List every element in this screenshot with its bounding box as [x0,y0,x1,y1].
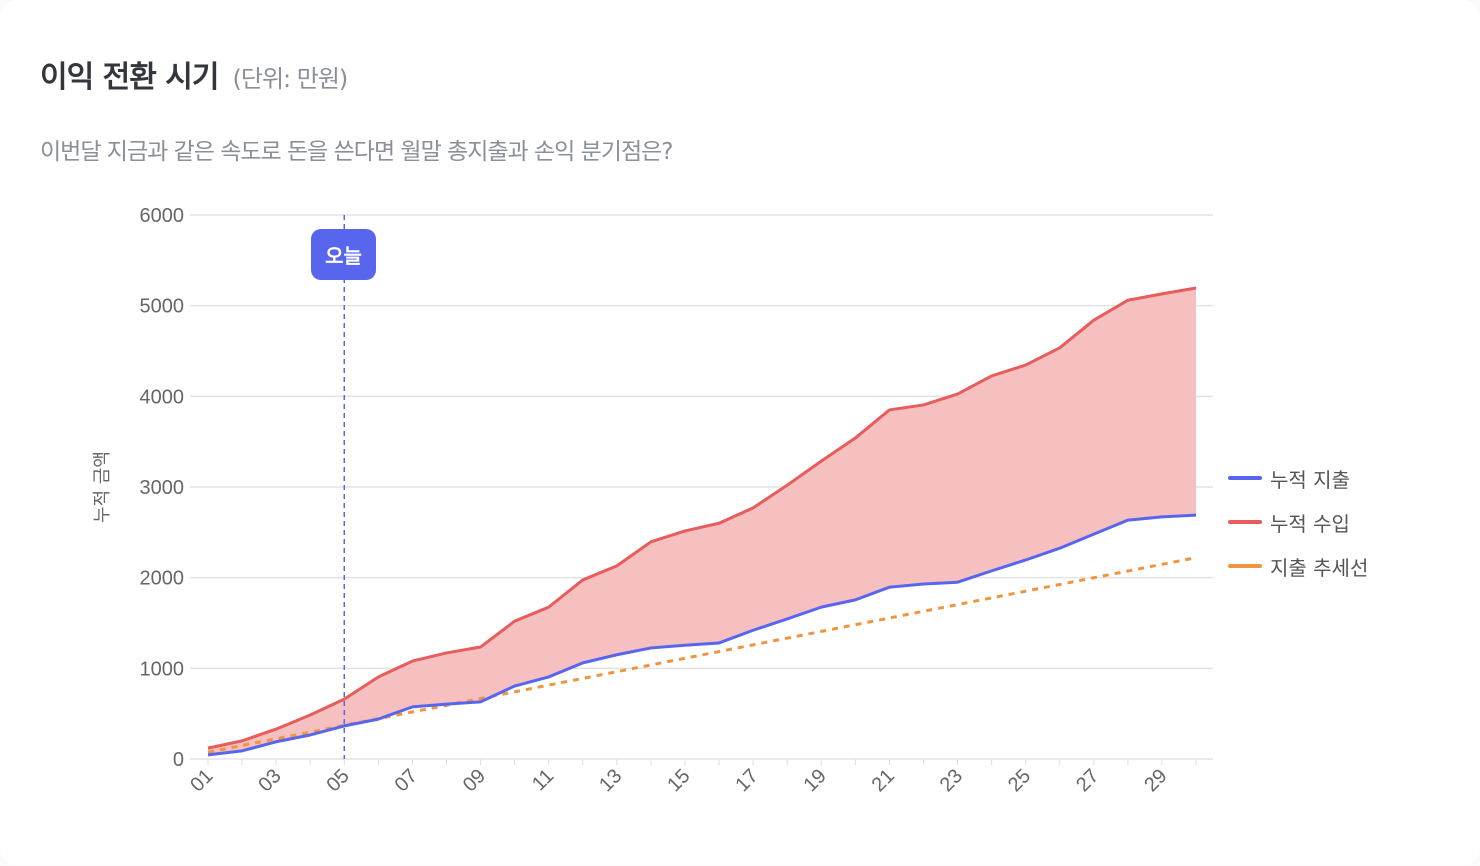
y-tick-label: 4000 [140,386,185,408]
y-tick-label: 0 [173,749,184,771]
y-tick-label: 6000 [140,205,185,227]
x-tick-label: 17 [731,765,762,796]
x-tick-label: 05 [323,765,354,796]
title-row: 이익 전환 시기 (단위: 만원) [40,52,349,96]
legend-label: 누적 지출 [1270,467,1350,492]
legend-item-expense[interactable]: 누적 지출 [1228,456,1368,500]
x-tick-label: 15 [663,765,694,796]
unit-label: (단위: 만원) [232,65,349,93]
series-line-expense [207,513,1197,757]
legend-swatch [1228,520,1262,524]
today-badge: 오늘 [311,229,376,280]
series-line-income [207,286,1197,750]
x-tick-label: 03 [254,765,285,796]
chart-title: 이익 전환 시기 [40,60,219,95]
legend-item-trend[interactable]: 지출 추세선 [1228,544,1368,588]
x-tick-label: 09 [459,765,490,796]
legend-label: 지출 추세선 [1270,555,1369,580]
legend-label: 누적 수입 [1270,511,1350,536]
x-tick-label: 13 [595,765,626,796]
x-tick-label: 21 [868,765,899,796]
x-tick-label: 11 [528,765,558,795]
legend-swatch [1228,564,1262,568]
x-tick-label: 19 [800,765,831,796]
legend: 누적 지출 누적 수입 지출 추세선 [1228,456,1368,588]
y-tick-label: 5000 [140,296,185,318]
y-tick-label: 2000 [140,568,185,590]
x-tick-label: 25 [1004,765,1035,796]
chart-subtitle: 이번달 지금과 같은 속도로 돈을 쓴다면 월말 총지출과 손익 분기점은? [40,139,673,165]
y-tick-label: 3000 [140,477,185,499]
y-axis-label: 누적 금액 [92,451,113,523]
legend-swatch [1228,476,1262,480]
y-tick-label: 1000 [140,658,185,680]
x-tick-label: 07 [391,765,422,796]
profit-area [208,287,1197,755]
x-tick-label: 29 [1140,765,1171,796]
x-tick-label: 27 [1072,765,1103,796]
x-tick-label: 01 [186,765,217,796]
legend-item-income[interactable]: 누적 수입 [1228,500,1368,544]
x-tick-label: 23 [936,765,967,796]
